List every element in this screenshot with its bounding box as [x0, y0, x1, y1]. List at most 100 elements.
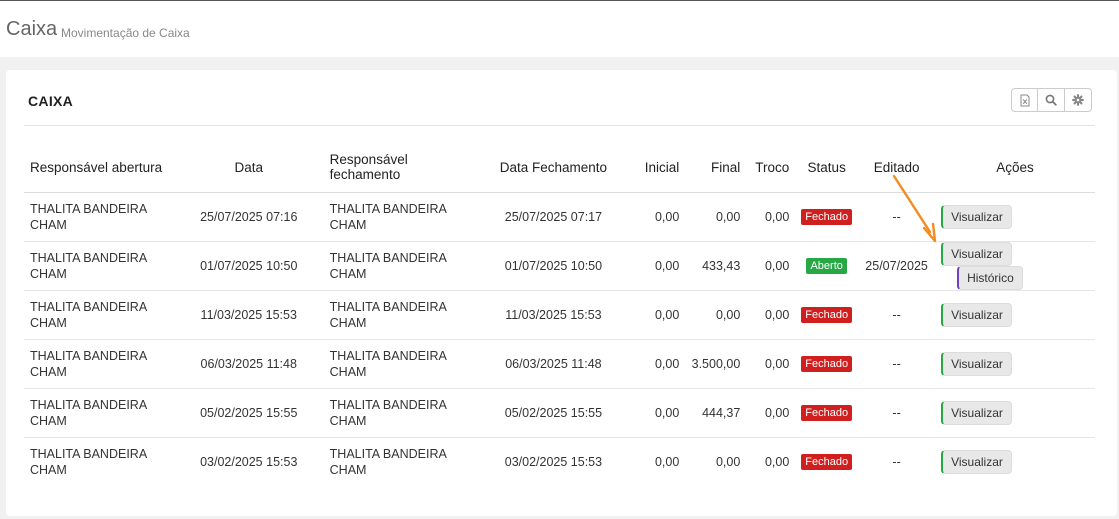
- caixa-table: Responsável abertura Data Responsável fe…: [24, 143, 1095, 486]
- excel-export-button[interactable]: [1011, 88, 1038, 112]
- caixa-card: CAIXA: [6, 70, 1117, 516]
- cell-final: 0,00: [715, 454, 741, 469]
- cell-resp-abertura: THALITA BANDEIRA CHAM: [24, 192, 174, 242]
- cell-data: 11/03/2025 15:53: [173, 290, 324, 340]
- cell-data-fechamento: 11/03/2025 15:53: [473, 290, 634, 340]
- cell-acoes: Visualizar: [935, 290, 1095, 340]
- cell-data-fechamento: 06/03/2025 11:48: [473, 339, 634, 389]
- cell-data: 05/02/2025 15:55: [173, 388, 324, 438]
- cell-resp-abertura: THALITA BANDEIRA CHAM: [30, 446, 147, 477]
- cell-troco: 0,00: [746, 339, 796, 389]
- historico-button[interactable]: Histórico: [957, 265, 1023, 290]
- cell-editado: --: [858, 388, 936, 438]
- cell-final: 3.500,00: [685, 339, 747, 389]
- cell-final: 433,43: [685, 241, 747, 291]
- table-row: THALITA BANDEIRA CHAM 06/03/2025 11:48 T…: [24, 339, 1095, 389]
- settings-button[interactable]: [1065, 88, 1092, 112]
- cell-acoes: Visualizar: [935, 388, 1095, 438]
- cell-editado: --: [858, 290, 936, 340]
- cell-data: 03/02/2025 15:53: [200, 454, 298, 469]
- cell-resp-fechamento: THALITA BANDEIRA CHAM: [323, 339, 474, 389]
- visualizar-button[interactable]: Visualizar: [941, 449, 1012, 474]
- status-badge: Aberto: [806, 258, 847, 274]
- col-header-resp-abertura[interactable]: Responsável abertura: [24, 143, 174, 193]
- status-badge: Fechado: [801, 405, 853, 421]
- cell-resp-abertura: THALITA BANDEIRA CHAM: [24, 388, 174, 438]
- col-header-inicial[interactable]: Inicial: [633, 143, 686, 193]
- search-icon: [1045, 94, 1057, 106]
- cell-data: 01/07/2025 10:50: [173, 241, 324, 291]
- cell-inicial: 0,00: [633, 339, 686, 389]
- col-header-data-fechamento[interactable]: Data Fechamento: [473, 143, 634, 193]
- visualizar-button[interactable]: Visualizar: [941, 204, 1012, 229]
- cell-acoes: Visualizar Histórico: [935, 241, 1095, 291]
- cell-status: Fechado: [795, 290, 859, 340]
- cell-data-fechamento: 25/07/2025 07:17: [473, 192, 634, 242]
- card-title: CAIXA: [28, 93, 74, 109]
- page-subtitle: Movimentação de Caixa: [61, 26, 190, 40]
- cell-status: Fechado: [795, 192, 859, 242]
- cell-data-fechamento: 01/07/2025 10:50: [473, 241, 634, 291]
- cell-final: 0,00: [685, 192, 747, 242]
- status-badge: Fechado: [801, 209, 853, 225]
- cell-inicial: 0,00: [633, 290, 686, 340]
- cell-inicial: 0,00: [633, 388, 686, 438]
- cell-troco: 0,00: [746, 241, 796, 291]
- col-header-data[interactable]: Data: [173, 143, 324, 193]
- cell-resp-abertura: THALITA BANDEIRA CHAM: [24, 241, 174, 291]
- col-header-editado[interactable]: Editado: [858, 143, 936, 193]
- table-row: THALITA BANDEIRA CHAM 25/07/2025 07:16 T…: [24, 192, 1095, 242]
- cell-data-fechamento: 03/02/2025 15:53: [504, 454, 603, 469]
- col-header-troco[interactable]: Troco: [746, 143, 796, 193]
- page-title: Caixa: [6, 18, 58, 40]
- status-badge: Fechado: [801, 454, 853, 471]
- cell-resp-fechamento: THALITA BANDEIRA CHAM: [323, 290, 474, 340]
- cell-status: Fechado: [795, 339, 859, 389]
- search-button[interactable]: [1038, 88, 1065, 112]
- excel-export-icon: [1020, 94, 1029, 106]
- cell-troco: 0,00: [746, 290, 796, 340]
- col-header-final[interactable]: Final: [685, 143, 747, 193]
- annotation-arrow-icon: [892, 174, 937, 243]
- cell-troco: 0,00: [746, 388, 796, 438]
- cell-data: 25/07/2025 07:16: [173, 192, 324, 242]
- card-toolbar: [1011, 88, 1092, 112]
- visualizar-button[interactable]: Visualizar: [941, 302, 1012, 327]
- table-header-row: Responsável abertura Data Responsável fe…: [24, 143, 1095, 193]
- cell-status: Aberto: [795, 241, 859, 291]
- cell-resp-fechamento: THALITA BANDEIRA CHAM: [329, 446, 447, 477]
- top-border: [0, 0, 1119, 1]
- table-row: THALITA BANDEIRA CHAM 11/03/2025 15:53 T…: [24, 290, 1095, 340]
- table-row: THALITA BANDEIRA CHAM 01/07/2025 10:50 T…: [24, 241, 1095, 291]
- cell-troco: 0,00: [764, 454, 790, 469]
- cell-data: 06/03/2025 11:48: [173, 339, 324, 389]
- cell-inicial: 0,00: [633, 241, 686, 291]
- table-row: THALITA BANDEIRA CHAM 05/02/2025 15:55 T…: [24, 388, 1095, 438]
- cell-inicial: 0,00: [633, 192, 686, 242]
- cell-final: 444,37: [685, 388, 747, 438]
- page-header: Caixa Movimentação de Caixa: [0, 1, 1119, 57]
- cell-editado: --: [892, 454, 901, 469]
- gear-icon: [1072, 94, 1084, 106]
- table-row: THALITA BANDEIRA CHAM 03/02/2025 15:53 T…: [24, 437, 1095, 486]
- status-badge: Fechado: [801, 307, 853, 323]
- cell-resp-fechamento: THALITA BANDEIRA CHAM: [323, 192, 474, 242]
- col-header-resp-fechamento[interactable]: Responsável fechamento: [323, 143, 474, 193]
- status-badge: Fechado: [801, 356, 853, 372]
- visualizar-button[interactable]: Visualizar: [941, 351, 1012, 376]
- card-divider: [24, 125, 1095, 126]
- cell-troco: 0,00: [746, 192, 796, 242]
- cell-status: Fechado: [795, 437, 858, 486]
- cell-acoes: Visualizar: [935, 192, 1095, 242]
- visualizar-button[interactable]: Visualizar: [941, 400, 1012, 425]
- col-header-status[interactable]: Status: [795, 143, 859, 193]
- cell-resp-abertura: THALITA BANDEIRA CHAM: [24, 339, 174, 389]
- cell-acoes: Visualizar: [935, 339, 1095, 389]
- cell-editado: 25/07/2025: [858, 241, 936, 291]
- cell-final: 0,00: [685, 290, 747, 340]
- visualizar-button[interactable]: Visualizar: [941, 241, 1012, 266]
- cell-editado: --: [858, 192, 936, 242]
- cell-editado: --: [858, 339, 936, 389]
- col-header-acoes: Ações: [935, 143, 1095, 193]
- cell-data-fechamento: 05/02/2025 15:55: [473, 388, 634, 438]
